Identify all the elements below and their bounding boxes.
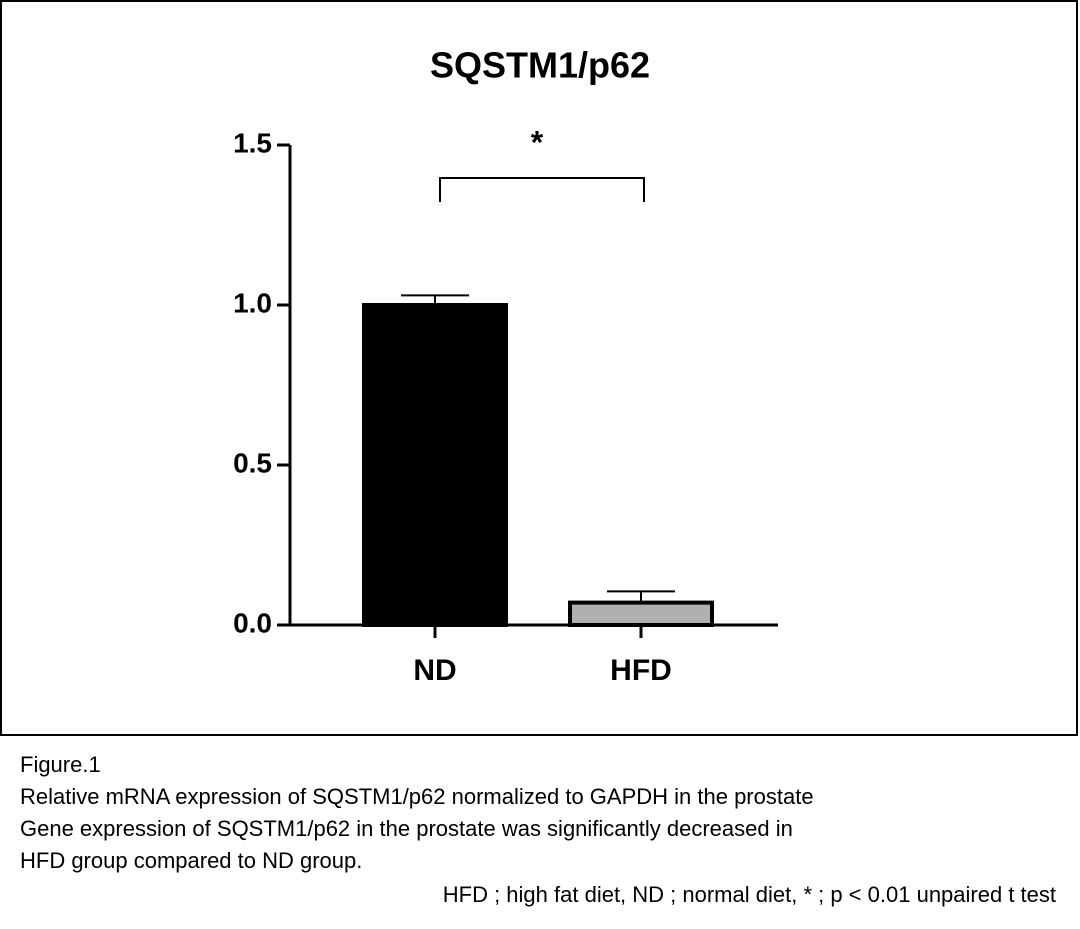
- y-tick-label: 0.5: [233, 447, 272, 478]
- caption-line: Relative mRNA expression of SQSTM1/p62 n…: [20, 784, 814, 809]
- caption-line: Gene expression of SQSTM1/p62 in the pro…: [20, 816, 793, 841]
- significance-mark: *: [531, 124, 544, 160]
- caption-line: Figure.1: [20, 752, 101, 777]
- y-tick-label: 1.5: [233, 127, 272, 158]
- chart-title: SQSTM1/p62: [430, 45, 650, 86]
- caption-line: HFD group compared to ND group.: [20, 848, 362, 873]
- x-tick-label: HFD: [610, 654, 672, 687]
- bar: [362, 303, 508, 627]
- significance-bracket: [439, 177, 645, 202]
- caption-note: HFD ; high fat diet, ND ; normal diet, *…: [443, 882, 1056, 907]
- frame: [0, 0, 1078, 736]
- bar: [568, 600, 714, 627]
- y-tick-label: 1.0: [233, 287, 272, 318]
- y-tick-label: 0.0: [233, 607, 272, 638]
- x-tick-label: ND: [413, 654, 456, 687]
